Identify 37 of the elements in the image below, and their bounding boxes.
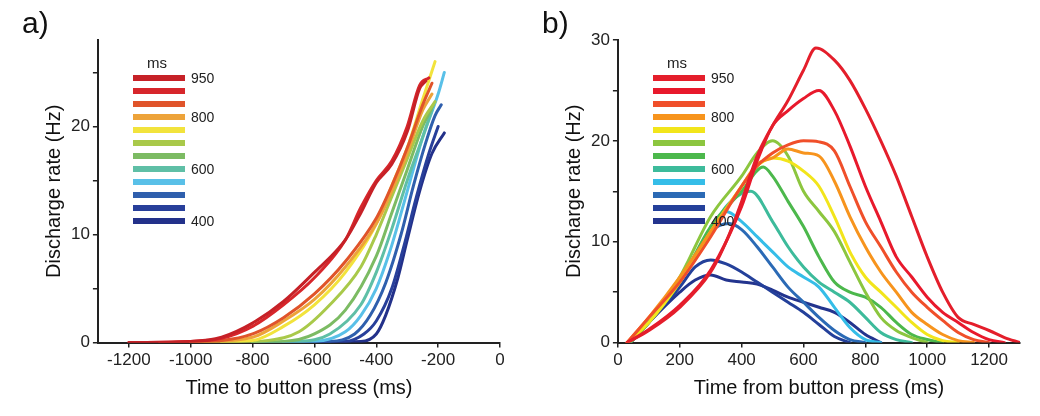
y-tick-label: 30 <box>590 29 610 49</box>
text: b) <box>542 6 569 40</box>
x-tick-label: 1200 <box>970 350 1008 370</box>
x-tick-label: -200 <box>421 350 456 370</box>
y-axis-title: Discharge rate (Hz) <box>561 104 584 278</box>
x-tick-label: -400 <box>359 350 394 370</box>
x-tick-label: 600 <box>789 350 818 370</box>
y-tick-label: 10 <box>590 231 610 251</box>
legend-title: ms <box>146 54 167 71</box>
y-tick-label: 10 <box>70 224 90 244</box>
x-tick-label: 0 <box>495 350 505 370</box>
x-tick-label: 200 <box>665 350 694 370</box>
legend-label: 400 <box>710 213 735 229</box>
y-tick-label: 0 <box>600 332 610 352</box>
x-tick-label: 0 <box>613 350 623 370</box>
legend-label: 950 <box>710 70 735 86</box>
x-axis-title: Time from button press (ms) <box>693 375 945 398</box>
text: a) <box>22 6 49 40</box>
legend-label: 800 <box>190 109 215 125</box>
x-tick-label: -1200 <box>107 350 151 370</box>
x-tick-label: 1000 <box>908 350 947 370</box>
x-tick-label: -800 <box>235 350 270 370</box>
y-tick-label: 0 <box>80 332 90 352</box>
x-tick-label: -600 <box>297 350 332 370</box>
legend-label: 400 <box>190 213 215 229</box>
x-axis-title: Time to button press (ms) <box>185 375 413 398</box>
x-tick-label: -1000 <box>168 350 213 370</box>
legend-label: 800 <box>710 109 735 125</box>
legend-label: 950 <box>190 70 215 86</box>
y-tick-label: 20 <box>590 130 610 150</box>
legend-title: ms <box>666 54 687 71</box>
legend-label: 600 <box>190 161 215 177</box>
y-tick-label: 20 <box>70 116 90 136</box>
x-tick-label: 800 <box>851 350 880 370</box>
legend-label: 600 <box>710 161 735 177</box>
x-tick-label: 400 <box>727 350 756 370</box>
y-axis-title: Discharge rate (Hz) <box>41 104 64 278</box>
